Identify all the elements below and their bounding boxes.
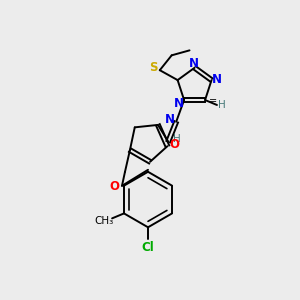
Text: H: H xyxy=(218,100,226,110)
Text: Cl: Cl xyxy=(142,241,154,254)
Text: =: = xyxy=(209,96,217,106)
Text: O: O xyxy=(169,138,179,151)
Text: N: N xyxy=(189,57,199,70)
Text: S: S xyxy=(150,61,158,74)
Text: N: N xyxy=(174,97,184,110)
Text: N: N xyxy=(212,73,221,85)
Text: N: N xyxy=(165,113,175,126)
Text: H: H xyxy=(173,134,181,144)
Text: O: O xyxy=(109,180,119,193)
Text: CH₃: CH₃ xyxy=(94,216,114,226)
